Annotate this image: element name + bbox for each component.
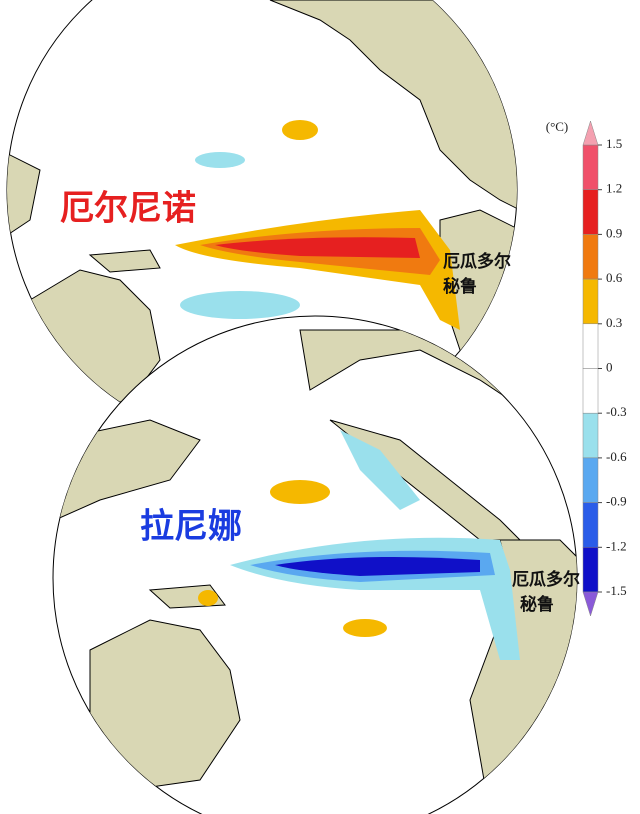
warm-core [215,237,420,258]
place-label: 厄瓜多尔 [443,251,511,272]
colorbar-over [582,120,599,146]
colorbar-tick-label: -0.6 [606,449,627,464]
colorbar-tick-label: -0.3 [606,404,627,419]
cold-patch [180,291,300,319]
colorbar-band [582,547,599,593]
warm-coast [282,120,318,140]
colorbar-band [582,278,599,325]
colorbar-band [582,457,599,503]
warm-patch [198,590,218,606]
warm-patch [343,619,387,637]
colorbar-tick-label: 0.6 [606,270,623,285]
la-nina-map: 拉尼娜 厄瓜多尔 秘鲁 [52,315,580,814]
cold-patch [195,152,245,168]
colorbar-tick-label: 1.5 [606,136,622,151]
colorbar-unit: (°C) [546,119,569,134]
colorbar-tick-label: -1.5 [606,583,627,598]
place-label: 厄瓜多尔 [512,569,580,590]
place-label: 秘鲁 [520,594,554,615]
cold-coast [340,430,420,510]
colorbar-band [582,368,599,414]
place-label: 秘鲁 [443,276,477,297]
colorbar-tick-label: 0.9 [606,225,622,240]
colorbar-tick-label: 0.3 [606,315,622,330]
colorbar-tick-label: 0 [606,359,613,374]
colorbar-tick-label: 1.2 [606,181,622,196]
new-guinea [88,249,161,273]
warm-patch [270,480,330,504]
colorbar: (°C) 1.5 1.2 0.9 0.6 0.3 0 -0.3 -0.6 -0.9 -1.2 -1.… [546,119,627,617]
colorbar-band [582,323,599,369]
colorbar-band [582,144,599,190]
colorbar-band [582,234,599,280]
colorbar-tick-label: -0.9 [606,494,627,509]
colorbar-under [582,591,599,617]
colorbar-band [582,412,599,459]
colorbar-band [582,502,599,548]
cold-core [275,556,480,576]
asia [7,149,41,241]
north-america [269,0,517,211]
colorbar-band [582,189,599,235]
title: 拉尼娜 [140,507,242,547]
colorbar-tick-label: -1.2 [606,538,627,553]
title: 厄尔尼诺 [60,189,196,229]
